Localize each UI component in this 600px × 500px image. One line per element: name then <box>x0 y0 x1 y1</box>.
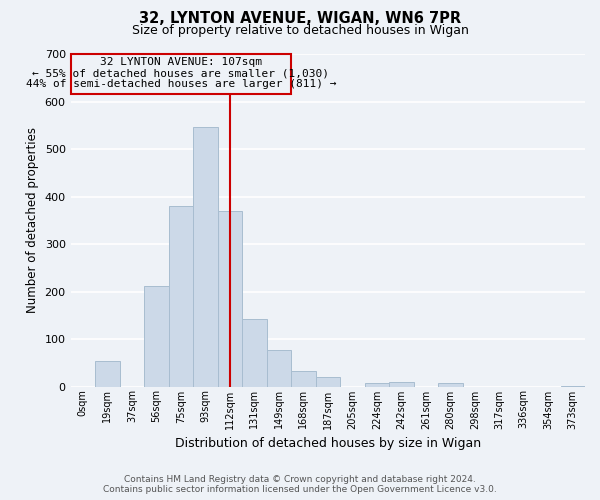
Text: 32, LYNTON AVENUE, WIGAN, WN6 7PR: 32, LYNTON AVENUE, WIGAN, WN6 7PR <box>139 11 461 26</box>
Bar <box>144 286 169 386</box>
Text: 44% of semi-detached houses are larger (811) →: 44% of semi-detached houses are larger (… <box>26 79 336 89</box>
Bar <box>316 377 340 386</box>
Bar <box>291 371 316 386</box>
Text: ← 55% of detached houses are smaller (1,030): ← 55% of detached houses are smaller (1,… <box>32 68 329 78</box>
Bar <box>169 206 193 386</box>
Bar <box>389 382 413 386</box>
Text: 32 LYNTON AVENUE: 107sqm: 32 LYNTON AVENUE: 107sqm <box>100 57 262 67</box>
Bar <box>438 382 463 386</box>
Bar <box>95 362 119 386</box>
Bar <box>218 211 242 386</box>
Bar <box>266 350 291 386</box>
Text: Contains HM Land Registry data © Crown copyright and database right 2024.
Contai: Contains HM Land Registry data © Crown c… <box>103 474 497 494</box>
Bar <box>365 382 389 386</box>
Bar <box>242 319 266 386</box>
X-axis label: Distribution of detached houses by size in Wigan: Distribution of detached houses by size … <box>175 437 481 450</box>
Y-axis label: Number of detached properties: Number of detached properties <box>26 128 39 314</box>
Bar <box>193 126 218 386</box>
FancyBboxPatch shape <box>71 54 291 94</box>
Text: Size of property relative to detached houses in Wigan: Size of property relative to detached ho… <box>131 24 469 37</box>
